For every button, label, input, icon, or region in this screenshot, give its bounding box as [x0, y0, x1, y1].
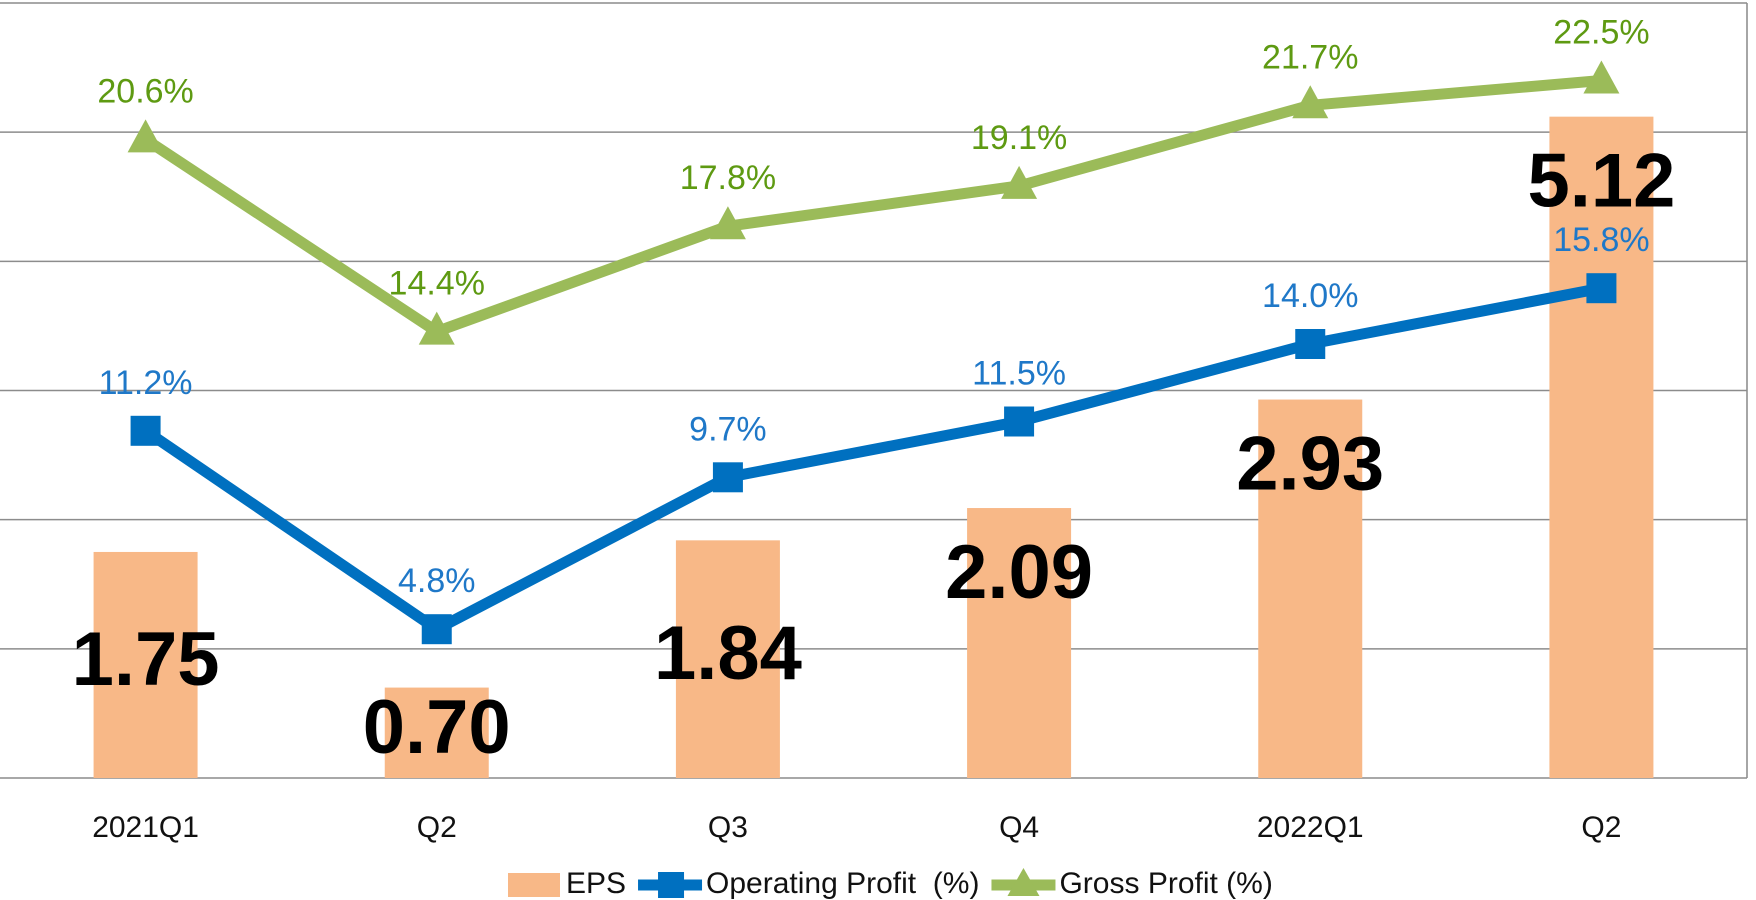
bar [384, 687, 489, 778]
marker [709, 206, 746, 240]
x-tick-label: 2022Q1 [1257, 811, 1364, 844]
bar [1549, 116, 1654, 778]
bar-value-label: 5.12 [1527, 139, 1675, 224]
bar [675, 540, 780, 778]
x-tick-label: Q3 [708, 811, 748, 844]
marker [1295, 329, 1326, 359]
legend-label: Gross Profit (%) [1059, 867, 1272, 900]
marker [1004, 406, 1035, 437]
x-tick-label: Q2 [417, 811, 457, 844]
bar-value-label: 2.93 [1236, 422, 1384, 507]
bar [1258, 399, 1363, 778]
line-value-label: 15.8% [1553, 221, 1649, 259]
bar-value-label: 1.75 [72, 617, 220, 702]
legend-swatch [508, 873, 560, 897]
x-tick-label: Q2 [1581, 811, 1621, 844]
marker [1586, 273, 1617, 304]
bar-value-label: 2.09 [945, 530, 1093, 615]
line-value-label: 20.6% [97, 72, 193, 110]
bar [967, 508, 1072, 778]
line-value-label: 17.8% [680, 159, 776, 197]
line-value-label: 14.4% [389, 265, 485, 303]
legend-marker [658, 872, 685, 898]
bar [93, 551, 198, 778]
marker [127, 119, 164, 153]
line-value-label: 4.8% [398, 562, 476, 600]
legend-marker [1007, 868, 1040, 896]
line-value-label: 9.7% [689, 410, 767, 448]
marker [421, 614, 452, 645]
marker [130, 415, 161, 446]
marker [418, 311, 455, 345]
marker [1583, 60, 1620, 94]
line-value-label: 21.7% [1262, 38, 1358, 76]
x-tick-label: 2021Q1 [92, 811, 199, 844]
line-value-label: 11.5% [972, 354, 1066, 392]
bar-value-label: 0.70 [363, 685, 511, 770]
marker [1292, 85, 1329, 119]
marker [712, 462, 743, 493]
line-value-label: 14.0% [1262, 277, 1358, 315]
legend-label: Operating Profit (%) [706, 867, 979, 900]
x-tick-label: Q4 [999, 811, 1039, 844]
bar-value-label: 1.84 [654, 611, 802, 696]
legend-label: EPS [566, 867, 626, 900]
marker [1001, 165, 1038, 199]
line [142, 282, 1603, 635]
line-value-label: 11.2% [99, 364, 193, 402]
line-value-label: 19.1% [971, 119, 1067, 157]
line [142, 75, 1602, 338]
line-value-label: 22.5% [1553, 13, 1649, 51]
